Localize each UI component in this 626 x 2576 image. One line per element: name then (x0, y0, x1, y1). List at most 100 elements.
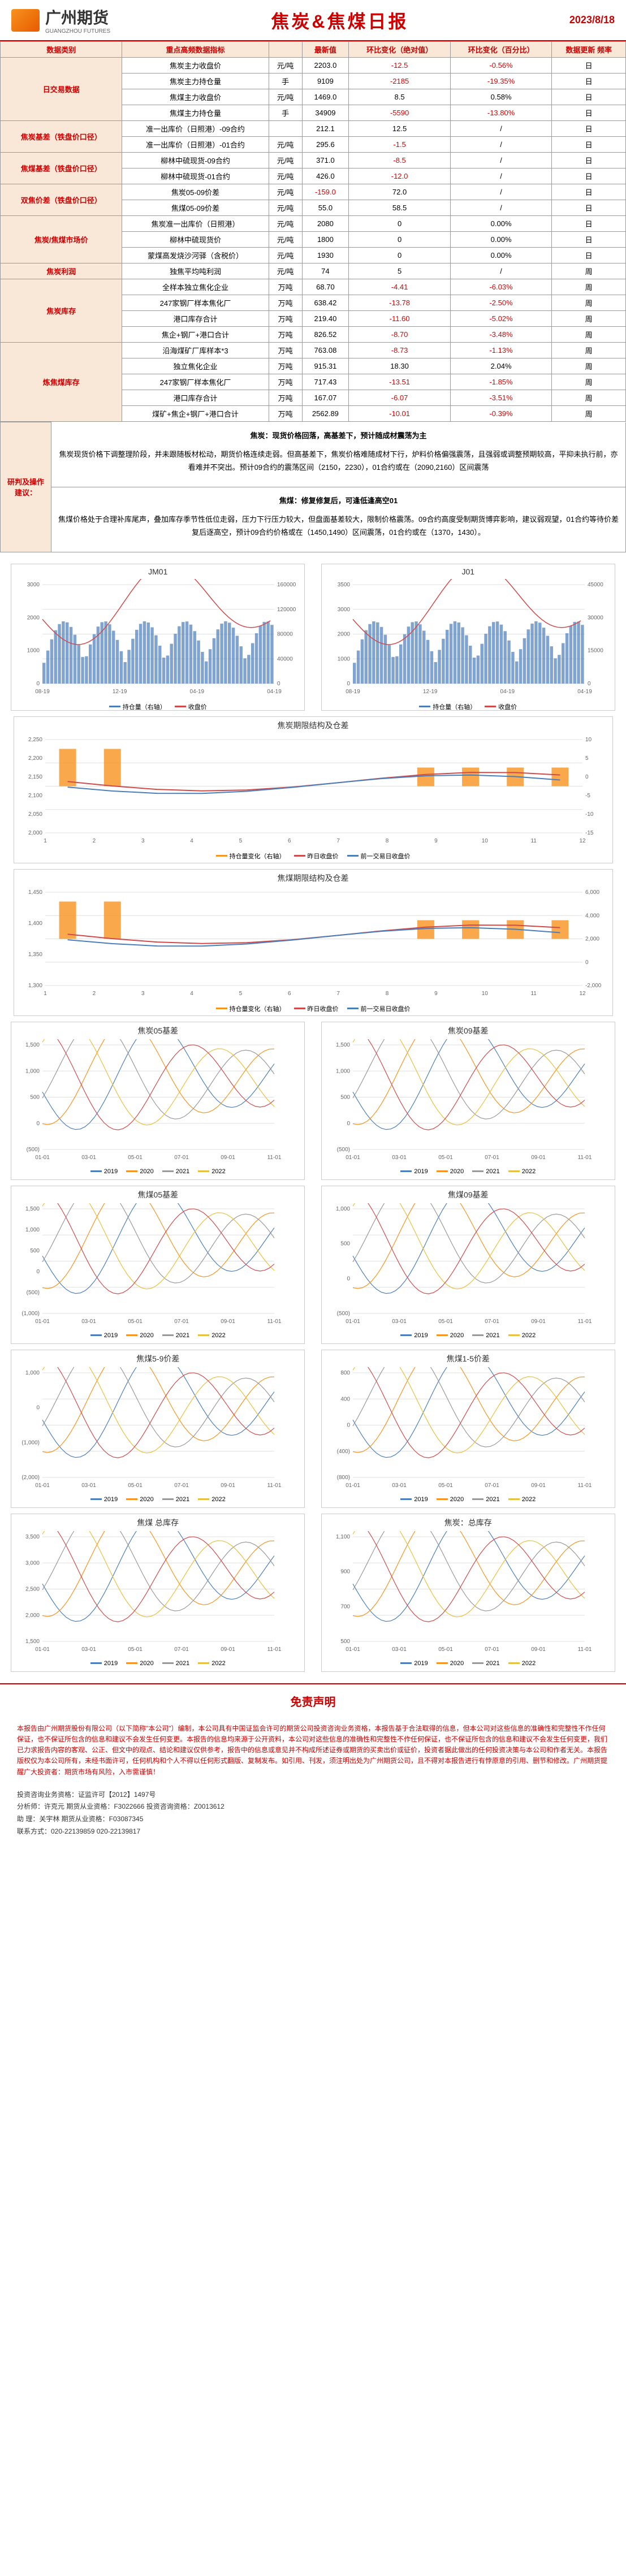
svg-text:80000: 80000 (277, 631, 293, 637)
data-cell: 763.08 (302, 343, 349, 358)
svg-text:1,450: 1,450 (28, 889, 42, 896)
svg-text:05-01: 05-01 (438, 1155, 453, 1161)
table-row: 焦炭库存全样本独立焦化企业万吨68.70-4.41-6.03%周 (1, 279, 626, 295)
svg-text:4,000: 4,000 (585, 913, 599, 919)
svg-text:09-01: 09-01 (531, 1483, 546, 1489)
svg-text:05-01: 05-01 (128, 1155, 143, 1161)
svg-text:2,250: 2,250 (28, 737, 42, 743)
svg-text:1000: 1000 (338, 656, 351, 662)
data-cell: -8.73 (349, 343, 451, 358)
svg-text:12-19: 12-19 (113, 689, 127, 695)
svg-text:4: 4 (190, 991, 193, 997)
svg-text:800: 800 (340, 1370, 350, 1376)
svg-text:01-01: 01-01 (35, 1646, 50, 1653)
data-cell: 371.0 (302, 153, 349, 168)
svg-text:3: 3 (141, 991, 144, 997)
footer: 投资咨询业务资格：证监许可【2012】1497号 分析师：许克元 期货从业资格：… (0, 1783, 626, 1855)
data-cell: -6.07 (349, 390, 451, 406)
svg-text:1,000: 1,000 (25, 1068, 40, 1074)
svg-text:0: 0 (588, 681, 591, 687)
data-cell: 日 (552, 184, 626, 200)
svg-text:8: 8 (385, 838, 388, 844)
data-cell: -2.50% (450, 295, 552, 311)
data-cell: 74 (302, 263, 349, 279)
table-header: 环比变化（绝对值） (349, 42, 451, 58)
coke-title: 焦炭：现货价格回落，高基差下，预计随成材震荡为主 (58, 429, 619, 442)
data-cell: 0 (349, 216, 451, 232)
svg-text:0: 0 (585, 959, 589, 966)
svg-text:08-19: 08-19 (35, 689, 50, 695)
svg-text:2,100: 2,100 (28, 793, 42, 799)
data-cell: 焦煤05-09价差 (122, 200, 269, 216)
category-cell: 焦炭库存 (1, 279, 122, 343)
svg-text:0: 0 (37, 1405, 40, 1411)
header: 广州期货 GUANGZHOU FUTURES 焦炭&焦煤日报 2023/8/18 (0, 0, 626, 41)
svg-text:11: 11 (530, 838, 537, 844)
svg-text:04-19: 04-19 (267, 689, 282, 695)
data-cell: 万吨 (269, 374, 302, 390)
chart-c6: 焦炭09基差 (500)05001,0001,50001-0103-0105-0… (321, 1022, 615, 1180)
svg-text:11-01: 11-01 (267, 1319, 282, 1325)
data-cell: 万吨 (269, 295, 302, 311)
data-cell (269, 121, 302, 137)
svg-text:10: 10 (585, 737, 592, 743)
data-cell: 55.0 (302, 200, 349, 216)
data-cell: -8.70 (349, 327, 451, 343)
data-cell: 18.30 (349, 358, 451, 374)
data-cell: 247家钢厂样本焦化厂 (122, 295, 269, 311)
svg-text:-5: -5 (585, 793, 590, 799)
data-cell: 日 (552, 137, 626, 153)
svg-text:11-01: 11-01 (577, 1319, 592, 1325)
svg-text:9: 9 (434, 991, 438, 997)
svg-text:1,500: 1,500 (25, 1042, 40, 1048)
svg-text:6: 6 (288, 838, 291, 844)
data-cell: 周 (552, 406, 626, 422)
svg-text:0: 0 (37, 1269, 40, 1275)
table-row: 焦炭基差（铁盘价口径）准一出库价（日照港）-09合约212.112.5/日 (1, 121, 626, 137)
data-cell: 0.00% (450, 216, 552, 232)
svg-text:01-01: 01-01 (346, 1155, 360, 1161)
svg-text:3000: 3000 (27, 582, 40, 588)
svg-text:09-01: 09-01 (221, 1155, 235, 1161)
data-cell: 2562.89 (302, 406, 349, 422)
data-cell: 72.0 (349, 184, 451, 200)
svg-text:01-01: 01-01 (35, 1483, 50, 1489)
chart-c11: 焦煤 总库存 1,5002,0002,5003,0003,50001-0103-… (11, 1514, 305, 1672)
data-cell: 638.42 (302, 295, 349, 311)
category-cell: 日交易数据 (1, 58, 122, 121)
svg-text:1: 1 (44, 838, 47, 844)
data-cell: 周 (552, 279, 626, 295)
data-cell: 34909 (302, 105, 349, 121)
data-cell: / (450, 184, 552, 200)
svg-text:3500: 3500 (338, 582, 351, 588)
svg-text:03-01: 03-01 (392, 1646, 407, 1653)
data-cell: 全样本独立焦化企业 (122, 279, 269, 295)
data-table: 数据类别重点高频数据指标最新值环比变化（绝对值）环比变化（百分比）数据更新 频率… (0, 41, 626, 422)
data-cell: -3.48% (450, 327, 552, 343)
svg-text:4: 4 (190, 838, 193, 844)
svg-text:07-01: 07-01 (485, 1483, 499, 1489)
data-cell: 港口库存合计 (122, 311, 269, 327)
data-cell: 2.04% (450, 358, 552, 374)
footer-l2: 分析师：许克元 期货从业资格：F3022666 投资咨询资格：Z0013612 (17, 1801, 609, 1813)
data-cell: 手 (269, 74, 302, 89)
data-cell: -0.56% (450, 58, 552, 74)
svg-text:1,400: 1,400 (28, 920, 42, 927)
svg-text:1,500: 1,500 (336, 1042, 350, 1048)
jm01-svg: 01000200030000400008000012000016000008-1… (14, 579, 303, 698)
data-cell: 周 (552, 374, 626, 390)
coke-body: 焦炭现货价格下调整理阶段，并未跟随板材松动，期货价格连续走弱。但高基差下，焦炭价… (58, 448, 619, 474)
svg-text:8: 8 (385, 991, 388, 997)
svg-text:09-01: 09-01 (221, 1646, 235, 1653)
svg-text:3000: 3000 (338, 607, 351, 613)
svg-text:15000: 15000 (588, 648, 603, 654)
svg-text:1,000: 1,000 (336, 1206, 350, 1212)
svg-text:40000: 40000 (277, 656, 293, 662)
table-header (269, 42, 302, 58)
svg-text:01-01: 01-01 (346, 1319, 360, 1325)
data-cell: / (450, 137, 552, 153)
svg-text:03-01: 03-01 (81, 1483, 96, 1489)
svg-text:(2,000): (2,000) (22, 1475, 40, 1481)
jm01-legend: 持仓量（右轴） 收盘价 (14, 702, 301, 711)
data-cell: 元/吨 (269, 184, 302, 200)
